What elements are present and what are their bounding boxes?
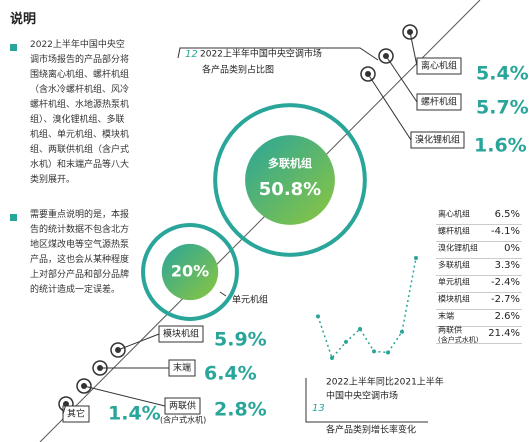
table-sublabel: (含户式水机) bbox=[438, 335, 479, 344]
title-frame bbox=[305, 378, 428, 423]
note: 需要重点说明的是，本报告的统计数据不包含北方地区煤改电等空气源热泵产品，这也会从… bbox=[30, 210, 130, 295]
value-label: 6.4% bbox=[204, 363, 257, 385]
table-category: 离心机组 bbox=[438, 209, 470, 219]
table-category: 模块机组 bbox=[438, 294, 470, 304]
notes-title: 说明 bbox=[10, 12, 37, 27]
table-value: 0% bbox=[504, 243, 520, 254]
bubble bbox=[141, 223, 239, 321]
value-label: 1.4% bbox=[108, 403, 161, 425]
table-value: 6.5% bbox=[495, 209, 520, 220]
chart-caption: 各产品类别增长率变化 bbox=[326, 424, 416, 436]
trend-point bbox=[358, 326, 362, 331]
leader bbox=[385, 55, 418, 103]
value-label: 5.9% bbox=[214, 329, 267, 351]
value-label: 2.8% bbox=[214, 399, 267, 421]
chart-subtitle: 中国中央空调市场 bbox=[326, 390, 398, 402]
trend-point bbox=[316, 314, 320, 319]
trend-point bbox=[372, 349, 376, 354]
chart-title: 2022上半年同比2021上半年 bbox=[326, 376, 444, 388]
category-label: 溴化锂机组 bbox=[415, 134, 460, 146]
category-label: 单元机组 bbox=[232, 294, 268, 306]
leader bbox=[367, 73, 412, 141]
bubble bbox=[213, 103, 367, 257]
trend-point bbox=[330, 356, 334, 360]
table-value: -2.7% bbox=[491, 294, 520, 305]
table-value: 21.4% bbox=[488, 328, 520, 339]
chart-number: 12 bbox=[185, 49, 198, 60]
category-label: 其它 bbox=[67, 408, 85, 420]
bullet bbox=[10, 214, 17, 221]
bubble-core bbox=[161, 243, 219, 301]
leader bbox=[83, 385, 166, 407]
trend-point bbox=[386, 350, 390, 355]
value-label: 5.7% bbox=[476, 97, 529, 119]
category-sublabel: (含户式水机) bbox=[160, 415, 206, 425]
category-label: 螺杆机组 bbox=[421, 96, 457, 108]
trend-point bbox=[414, 256, 418, 260]
title-frame bbox=[177, 47, 379, 61]
leader bbox=[62, 403, 67, 415]
value-label: 20% bbox=[171, 262, 209, 281]
table-value: 3.3% bbox=[495, 260, 520, 271]
trend-line bbox=[317, 257, 417, 360]
trend-point bbox=[400, 329, 404, 334]
chart-subtitle: 各产品类别占比图 bbox=[202, 64, 274, 76]
trend-point bbox=[344, 339, 348, 344]
table-category: 两联供 bbox=[438, 325, 462, 335]
leader bbox=[219, 291, 227, 297]
chart-number: 13 bbox=[312, 403, 325, 414]
table-category: 多联机组 bbox=[438, 260, 470, 270]
table-category: 螺杆机组 bbox=[438, 226, 470, 236]
value-label: 50.8% bbox=[259, 179, 321, 200]
table-value: 2.6% bbox=[495, 311, 520, 322]
value-label: 5.4% bbox=[476, 63, 529, 85]
category-label: 多联机组 bbox=[268, 156, 312, 170]
category-label: 两联供 bbox=[169, 400, 196, 412]
category-label: 离心机组 bbox=[421, 60, 457, 72]
bubble-core bbox=[245, 135, 335, 225]
table-category: 单元机组 bbox=[438, 277, 470, 287]
category-label: 末端 bbox=[173, 362, 191, 374]
chart-title: 2022上半年中国中央空调市场 bbox=[200, 48, 322, 60]
value-label: 1.6% bbox=[474, 135, 527, 157]
leader bbox=[117, 333, 160, 351]
note: 2022上半年中国中央空调市场报告的产品部分将围绕离心机组、螺杆机组（含水冷螺杆… bbox=[30, 40, 130, 185]
leader bbox=[409, 31, 418, 67]
table-value: -2.4% bbox=[491, 277, 520, 288]
table-category: 末端 bbox=[438, 311, 454, 321]
bullet bbox=[10, 44, 17, 51]
table-value: -4.1% bbox=[491, 226, 520, 237]
table-category: 溴化锂机组 bbox=[438, 243, 478, 253]
category-label: 模块机组 bbox=[163, 328, 199, 340]
